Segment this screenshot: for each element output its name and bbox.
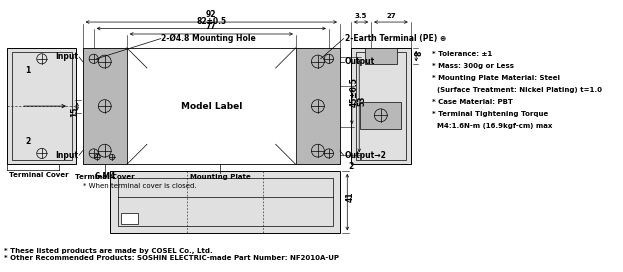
Text: 27: 27 (386, 13, 396, 19)
Bar (121, 213, 138, 224)
Text: * These listed products are made by COSEL Co., Ltd.: * These listed products are made by COSE… (4, 248, 212, 254)
Text: 15: 15 (70, 107, 79, 117)
Text: 77: 77 (206, 22, 217, 31)
Text: M4:1.6N-m (16.9kgf-cm) max: M4:1.6N-m (16.9kgf-cm) max (432, 123, 552, 129)
Bar (83, 48, 340, 165)
Text: 3.5: 3.5 (355, 13, 367, 19)
Text: * Mass: 300g or Less: * Mass: 300g or Less (432, 63, 514, 69)
Bar (83, 48, 127, 165)
Text: 82±0.5: 82±0.5 (196, 17, 226, 26)
Bar (351, 48, 411, 165)
Text: (Surface Treatment: Nickel Plating) t=1.0: (Surface Treatment: Nickel Plating) t=1.… (432, 87, 602, 93)
Text: 2-Earth Terminal (PE) ⊕: 2-Earth Terminal (PE) ⊕ (345, 34, 447, 43)
Text: Model Label: Model Label (181, 102, 242, 111)
Text: 2: 2 (348, 162, 354, 171)
Text: 2: 2 (25, 137, 30, 146)
Bar (364, 48, 397, 64)
Text: 6-M4: 6-M4 (94, 172, 115, 181)
Bar (127, 48, 296, 165)
Text: Mounting Plate: Mounting Plate (190, 174, 251, 180)
Text: Input: Input (55, 52, 78, 61)
Text: 41: 41 (346, 191, 354, 202)
Bar (296, 48, 340, 165)
Text: * Terminal Tightening Torque: * Terminal Tightening Torque (432, 111, 548, 117)
Text: * When terminal cover is closed.: * When terminal cover is closed. (83, 183, 196, 189)
Text: 8: 8 (414, 51, 424, 56)
Text: 45±0.5: 45±0.5 (350, 77, 359, 107)
Bar (110, 171, 340, 233)
Text: * Tolerance: ±1: * Tolerance: ±1 (432, 51, 492, 57)
Text: 1: 1 (25, 66, 30, 75)
Text: 53: 53 (358, 96, 366, 106)
Text: Terminal Cover: Terminal Cover (75, 174, 135, 180)
Text: 92: 92 (206, 10, 217, 19)
Text: 2-Ø4.8 Mounting Hole: 2-Ø4.8 Mounting Hole (161, 34, 255, 43)
Text: Terminal Cover: Terminal Cover (9, 172, 69, 178)
Text: * Other Recommended Products: SOSHIN ELECTRIC-made Part Number: NF2010A-UP: * Other Recommended Products: SOSHIN ELE… (4, 255, 339, 261)
Bar (7, 48, 76, 165)
Text: Output: Output (345, 57, 375, 66)
Bar (356, 52, 406, 160)
Text: Output→2: Output→2 (345, 151, 386, 160)
Text: * Case Material: PBT: * Case Material: PBT (432, 99, 513, 105)
Bar (118, 178, 333, 226)
Bar (360, 101, 401, 129)
Text: * Mounting Plate Material: Steel: * Mounting Plate Material: Steel (432, 75, 560, 81)
Text: Input: Input (55, 151, 78, 160)
Bar (12, 52, 72, 160)
